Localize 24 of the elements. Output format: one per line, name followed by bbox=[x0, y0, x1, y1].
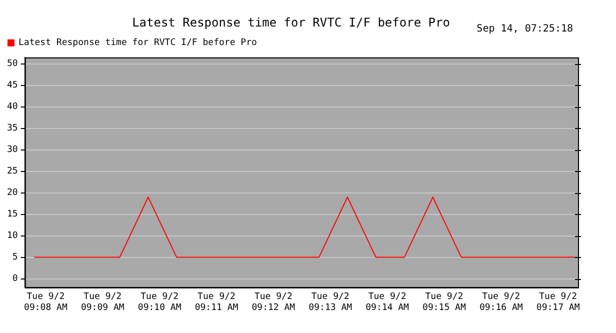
y-tick-label: 40 bbox=[6, 102, 18, 112]
y-tick-label: 10 bbox=[6, 231, 18, 242]
x-tick-label: Tue 9/2 09:13 AM bbox=[308, 292, 353, 313]
x-tick-label: Tue 9/2 09:14 AM bbox=[366, 292, 410, 313]
y-tick-label: 25 bbox=[6, 166, 18, 177]
y-tick-label: 30 bbox=[6, 145, 18, 156]
x-tick-label: Tue 9/2 09:08 AM bbox=[24, 292, 68, 313]
x-tick-label: Tue 9/2 09:16 AM bbox=[479, 292, 524, 313]
text: Sep 14, 07:25:18 bbox=[476, 24, 573, 35]
x-tick-label: Tue 9/2 09:15 AM bbox=[422, 292, 466, 313]
x-tick-label: Tue 9/2 09:09 AM bbox=[80, 292, 125, 313]
y-tick-label: 50 bbox=[6, 59, 18, 70]
y-tick-label: 45 bbox=[6, 80, 18, 91]
y-tick-label: 5 bbox=[12, 252, 18, 263]
x-tick-label: Tue 9/2 09:12 AM bbox=[252, 292, 296, 313]
x-tick-label: Tue 9/2 09:17 AM bbox=[536, 292, 580, 313]
x-tick-label: Tue 9/2 09:11 AM bbox=[194, 292, 239, 313]
y-tick-label: 20 bbox=[6, 188, 18, 198]
legend-label: Latest Response time for RVTC I/F before Pro bbox=[18, 38, 257, 48]
y-tick-label: 15 bbox=[6, 210, 18, 220]
chart-title: Latest Response time for RVTC I/F before Pro bbox=[132, 15, 450, 30]
x-tick-label: Tue 9/2 09:10 AM bbox=[138, 292, 182, 313]
y-tick-label: 0 bbox=[12, 274, 18, 284]
y-tick-label: 35 bbox=[6, 124, 18, 134]
